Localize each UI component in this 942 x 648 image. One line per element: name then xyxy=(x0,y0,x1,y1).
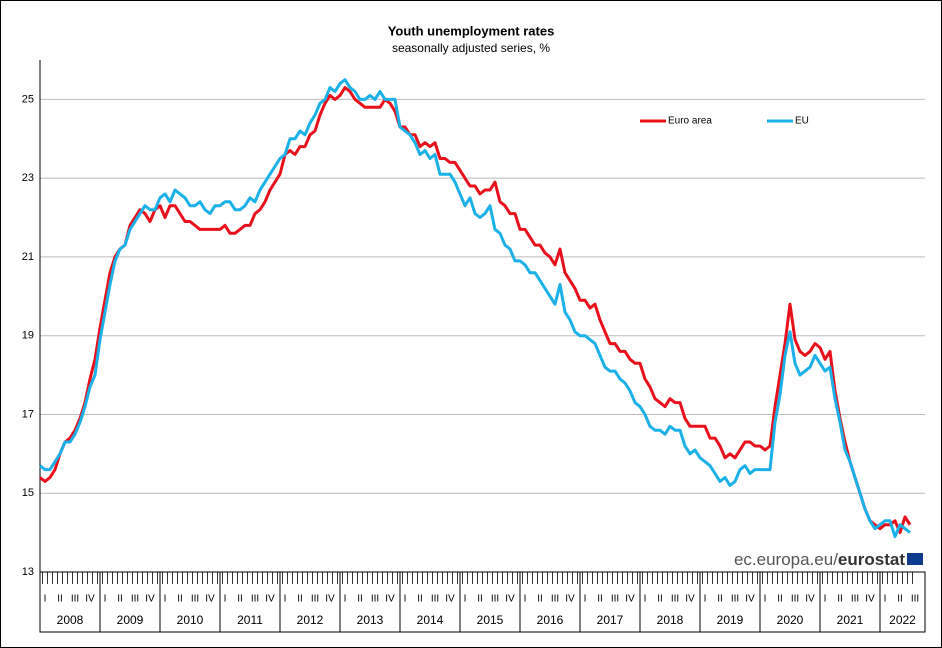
x-tick-label: II xyxy=(357,594,363,605)
year-label: 2010 xyxy=(177,613,204,627)
x-tick-label: IV xyxy=(445,594,455,605)
x-tick-label: III xyxy=(371,594,379,605)
x-tick-label: I xyxy=(644,594,647,605)
y-tick-label: 23 xyxy=(22,172,34,184)
y-tick-label: 13 xyxy=(22,566,34,578)
year-label: 2018 xyxy=(657,613,684,627)
x-tick-label: III xyxy=(731,594,739,605)
year-label: 2021 xyxy=(837,613,864,627)
x-tick-label: IV xyxy=(565,594,575,605)
x-tick-label: I xyxy=(404,594,407,605)
year-label: 2011 xyxy=(237,613,263,627)
watermark-prefix: ec.europa.eu/ xyxy=(734,550,838,569)
x-tick-label: III xyxy=(611,594,619,605)
x-tick-label: I xyxy=(704,594,707,605)
x-tick-label: II xyxy=(57,594,63,605)
x-tick-label: III xyxy=(431,594,439,605)
x-tick-label: I xyxy=(104,594,107,605)
chart-title: Youth unemployment rates xyxy=(388,23,555,38)
x-tick-label: IV xyxy=(265,594,275,605)
x-tick-label: III xyxy=(791,594,799,605)
watermark: ec.europa.eu/eurostat xyxy=(734,550,905,569)
year-label: 2009 xyxy=(117,613,144,627)
x-tick-label: IV xyxy=(685,594,695,605)
watermark-name: eurostat xyxy=(838,550,905,569)
year-label: 2012 xyxy=(297,613,324,627)
x-tick-label: II xyxy=(177,594,183,605)
y-tick-label: 25 xyxy=(22,93,34,105)
x-tick-label: IV xyxy=(805,594,815,605)
x-tick-label: I xyxy=(764,594,767,605)
series-line xyxy=(39,78,911,539)
legend-label: Euro area xyxy=(668,116,712,127)
x-tick-label: II xyxy=(837,594,843,605)
x-tick-label: II xyxy=(777,594,783,605)
x-tick-label: III xyxy=(851,594,859,605)
year-label: 2008 xyxy=(57,613,84,627)
x-tick-label: I xyxy=(524,594,527,605)
year-label: 2017 xyxy=(597,613,624,627)
year-label: 2020 xyxy=(777,613,804,627)
year-label: 2016 xyxy=(537,613,564,627)
x-tick-label: III xyxy=(251,594,259,605)
x-tick-label: IV xyxy=(505,594,515,605)
legend-label: EU xyxy=(795,116,809,127)
y-tick-label: 19 xyxy=(22,330,34,342)
year-label: 2022 xyxy=(889,613,916,627)
x-tick-label: IV xyxy=(865,594,875,605)
x-tick-label: II xyxy=(117,594,123,605)
x-tick-label: II xyxy=(717,594,723,605)
series-line xyxy=(39,86,912,535)
x-tick-label: I xyxy=(464,594,467,605)
x-tick-label: I xyxy=(344,594,347,605)
x-tick-label: III xyxy=(131,594,139,605)
x-tick-label: II xyxy=(657,594,663,605)
x-tick-label: II xyxy=(537,594,543,605)
y-tick-label: 17 xyxy=(22,408,34,420)
x-tick-label: I xyxy=(884,594,887,605)
x-tick-label: II xyxy=(477,594,483,605)
x-tick-label: III xyxy=(71,594,79,605)
x-tick-label: II xyxy=(597,594,603,605)
x-tick-label: IV xyxy=(145,594,155,605)
x-tick-label: II xyxy=(237,594,243,605)
year-label: 2015 xyxy=(477,613,504,627)
year-label: 2019 xyxy=(717,613,744,627)
y-tick-label: 15 xyxy=(22,487,34,499)
x-tick-label: III xyxy=(191,594,199,605)
x-tick-label: III xyxy=(551,594,559,605)
x-tick-label: IV xyxy=(745,594,755,605)
x-tick-label: III xyxy=(491,594,499,605)
chart-subtitle: seasonally adjusted series, % xyxy=(392,41,550,55)
x-tick-label: II xyxy=(897,594,903,605)
x-tick-label: III xyxy=(911,594,919,605)
x-tick-label: IV xyxy=(205,594,215,605)
y-tick-label: 21 xyxy=(22,251,34,263)
x-tick-label: I xyxy=(224,594,227,605)
x-tick-label: IV xyxy=(85,594,95,605)
x-tick-label: I xyxy=(164,594,167,605)
x-tick-label: IV xyxy=(385,594,395,605)
x-tick-label: II xyxy=(417,594,423,605)
x-tick-label: III xyxy=(671,594,679,605)
eu-flag xyxy=(907,553,923,565)
x-tick-label: I xyxy=(44,594,47,605)
year-label: 2014 xyxy=(417,613,444,627)
x-tick-label: IV xyxy=(325,594,335,605)
x-tick-label: I xyxy=(584,594,587,605)
x-tick-label: I xyxy=(284,594,287,605)
x-tick-label: II xyxy=(297,594,303,605)
x-tick-label: III xyxy=(311,594,319,605)
year-label: 2013 xyxy=(357,613,384,627)
x-tick-label: IV xyxy=(625,594,635,605)
x-tick-label: I xyxy=(824,594,827,605)
